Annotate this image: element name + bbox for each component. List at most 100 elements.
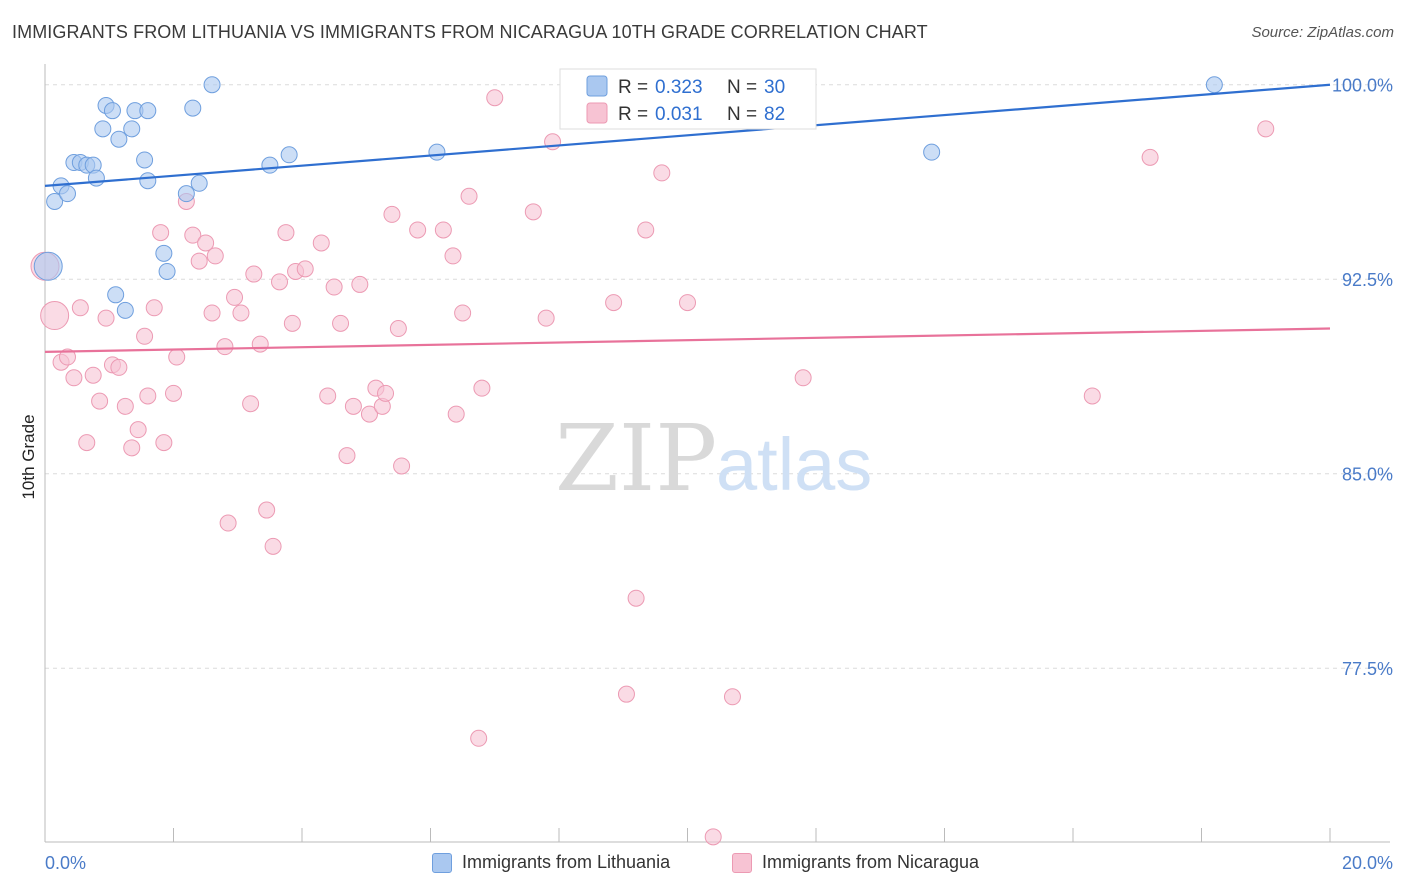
nicaragua-point <box>637 221 655 239</box>
y-tick-label: 92.5% <box>1342 270 1393 290</box>
x-tick-labels: 0.0% 20.0% <box>45 853 1393 873</box>
nicaragua-point <box>283 314 301 332</box>
legend-r-value-1: 0.323 <box>655 77 703 98</box>
legend-n-label-2: N = <box>727 104 757 125</box>
lithuania-point <box>190 174 208 192</box>
lithuania-point <box>103 102 121 120</box>
nicaragua-point <box>242 395 260 413</box>
lithuania-point <box>203 76 221 94</box>
nicaragua-point <box>97 309 115 327</box>
nicaragua-point <box>377 384 395 402</box>
nicaragua-point <box>454 304 472 322</box>
lithuania-point <box>107 286 125 304</box>
legend-swatch-nicaragua <box>732 852 752 873</box>
nicaragua-trend-line <box>44 327 1331 353</box>
lithuania-point <box>428 143 446 161</box>
lithuania-trend-line <box>44 83 1331 187</box>
nicaragua-point <box>537 309 555 327</box>
nicaragua-point <box>184 226 202 244</box>
nicaragua-point <box>296 260 314 278</box>
nicaragua-point <box>155 434 173 452</box>
nicaragua-point <box>258 501 276 519</box>
lithuania-point <box>46 192 64 210</box>
nicaragua-point <box>219 514 237 532</box>
nicaragua-point <box>1083 387 1101 405</box>
nicaragua-point <box>165 384 182 402</box>
legend-item-nicaragua[interactable]: Immigrants from Nicaragua <box>732 852 979 873</box>
nicaragua-point <box>116 397 134 415</box>
nicaragua-point <box>351 275 369 293</box>
lithuania-point <box>139 102 157 120</box>
legend-n-value-2: 82 <box>764 104 785 125</box>
gridlines <box>45 84 1390 669</box>
nicaragua-point <box>627 589 645 607</box>
nicaragua-point <box>145 299 163 317</box>
source-credit: Source: ZipAtlas.com <box>1251 24 1394 41</box>
nicaragua-point <box>232 304 250 322</box>
lithuania-point <box>136 151 154 169</box>
y-tick-labels: 100.0% 92.5% 85.0% 77.5% <box>1332 76 1393 679</box>
chart-title: IMMIGRANTS FROM LITHUANIA VS IMMIGRANTS … <box>12 22 928 42</box>
legend-swatch-lithuania <box>586 75 608 97</box>
nicaragua-point <box>344 397 362 415</box>
legend-r-label-1: R = <box>618 77 648 98</box>
legend-swatch-nicaragua <box>586 102 608 124</box>
lithuania-point <box>280 146 298 164</box>
nicaragua-point <box>129 421 147 439</box>
nicaragua-point <box>460 187 478 205</box>
nicaragua-point <box>216 338 234 356</box>
lithuania-point <box>158 262 176 280</box>
nicaragua-point <box>338 447 356 465</box>
legend-label-nicaragua: Immigrants from Nicaragua <box>762 852 980 872</box>
stats-legend: R = 0.323 N = 30 R = 0.031 N = 82 <box>559 68 817 130</box>
nicaragua-point <box>71 299 89 317</box>
lithuania-point <box>94 120 112 138</box>
legend-item-lithuania[interactable]: Immigrants from Lithuania <box>432 852 670 873</box>
watermark-atlas: atlas <box>716 423 872 506</box>
nicaragua-point <box>277 224 295 242</box>
nicaragua-point <box>245 265 263 283</box>
nicaragua-point <box>123 439 141 457</box>
legend-label-lithuania: Immigrants from Lithuania <box>462 852 671 872</box>
nicaragua-point <box>409 221 427 239</box>
nicaragua-point <box>65 369 83 387</box>
nicaragua-point <box>486 89 504 107</box>
trend-lines <box>44 83 1331 353</box>
nicaragua-point <box>704 828 722 846</box>
nicaragua-point <box>40 301 70 331</box>
nicaragua-point <box>1141 148 1159 166</box>
lithuania-point <box>110 130 128 148</box>
nicaragua-point <box>389 320 407 338</box>
legend-n-value-1: 30 <box>764 77 785 98</box>
watermark-zip: ZIP <box>555 405 717 512</box>
nicaragua-point <box>168 348 186 366</box>
nicaragua-point <box>206 247 224 265</box>
legend-r-label-2: R = <box>618 104 648 125</box>
nicaragua-point <box>58 348 76 366</box>
nicaragua-point <box>617 685 635 703</box>
lithuania-points <box>33 76 1223 319</box>
lithuania-point <box>177 185 195 203</box>
nicaragua-point <box>190 252 208 270</box>
nicaragua-point <box>332 314 350 332</box>
legend-n-label-1: N = <box>727 77 757 98</box>
nicaragua-point <box>264 537 282 555</box>
nicaragua-point <box>110 358 128 376</box>
lithuania-point <box>116 301 134 319</box>
nicaragua-point <box>319 387 337 405</box>
nicaragua-point <box>393 457 411 475</box>
y-tick-label: 77.5% <box>1342 659 1393 679</box>
nicaragua-point <box>524 203 542 221</box>
lithuania-point <box>58 185 76 203</box>
x-tick-label: 20.0% <box>1342 853 1393 873</box>
y-tick-label: 85.0% <box>1342 465 1393 485</box>
lithuania-point <box>123 120 141 138</box>
lithuania-point <box>87 169 105 187</box>
nicaragua-point <box>271 273 289 291</box>
nicaragua-point <box>605 294 623 312</box>
nicaragua-point <box>91 392 109 410</box>
nicaragua-point <box>325 278 343 296</box>
legend-r-value-2: 0.031 <box>655 104 703 125</box>
lithuania-point <box>139 172 157 190</box>
lithuania-point <box>923 143 941 161</box>
